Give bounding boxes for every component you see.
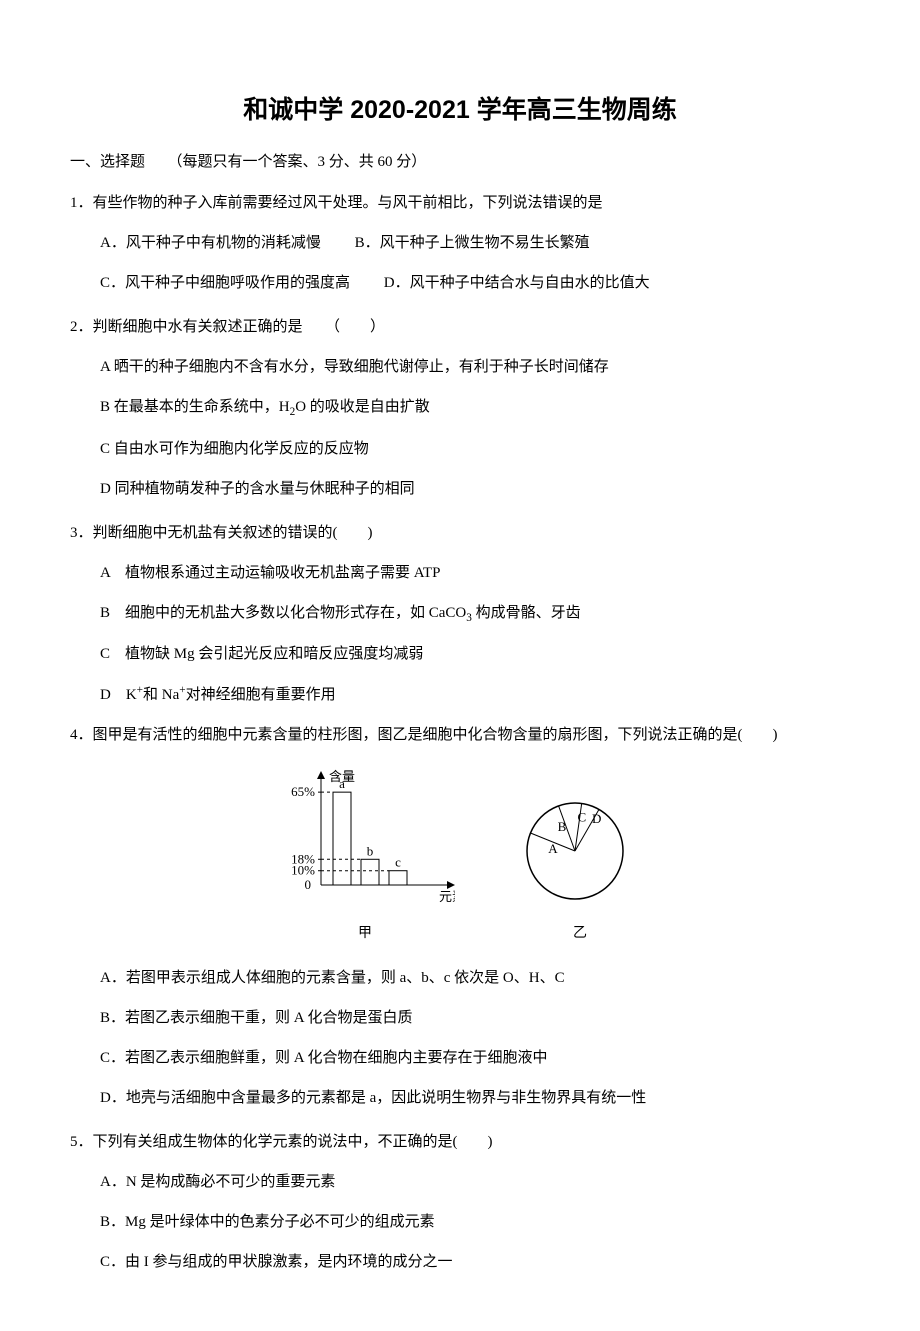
chart-caption-jia: 甲 — [275, 923, 455, 945]
q5-option-a: A．N 是构成酶必不可少的重要元素 — [100, 1167, 850, 1197]
pie-chart: ABCD 乙 — [515, 791, 645, 945]
section-header: 一、选择题 （每题只有一个答案、3 分、共 60 分） — [70, 150, 850, 174]
svg-text:65%: 65% — [291, 784, 315, 799]
question-1: 1．有些作物的种子入库前需要经过风干处理。与风干前相比，下列说法错误的是 A．风… — [70, 188, 850, 298]
q5-option-b: B．Mg 是叶绿体中的色素分子必不可少的组成元素 — [100, 1207, 850, 1237]
question-2: 2．判断细胞中水有关叙述正确的是 （ ） A 晒干的种子细胞内不含有水分，导致细… — [70, 312, 850, 504]
q3-b-post: 构成骨骼、牙齿 — [472, 605, 581, 621]
q2-b-post: O 的吸收是自由扩散 — [295, 399, 430, 415]
q2-option-b: B 在最基本的生命系统中，H2O 的吸收是自由扩散 — [100, 392, 850, 424]
q2-options: A 晒干的种子细胞内不含有水分，导致细胞代谢停止，有利于种子长时间储存 B 在最… — [70, 352, 850, 504]
q3-b-pre: B 细胞中的无机盐大多数以化合物形式存在，如 CaCO — [100, 605, 466, 621]
q5-option-c: C．由 I 参与组成的甲状腺激素，是内环境的成分之一 — [100, 1247, 850, 1277]
q4-option-a: A．若图甲表示组成人体细胞的元素含量，则 a、b、c 依次是 O、H、C — [100, 963, 850, 993]
figure-wrap: 含量元素65%18%10%0abc 甲 ABCD 乙 — [70, 761, 850, 945]
q2-option-c: C 自由水可作为细胞内化学反应的反应物 — [100, 434, 850, 464]
q4-stem: 4．图甲是有活性的细胞中元素含量的柱形图，图乙是细胞中化合物含量的扇形图，下列说… — [70, 724, 850, 747]
q1-option-b: B．风干种子上微生物不易生长繁殖 — [355, 228, 590, 258]
q1-options: A．风干种子中有机物的消耗减慢 B．风干种子上微生物不易生长繁殖 C．风干种子中… — [70, 228, 850, 298]
pie-chart-svg: ABCD — [515, 791, 645, 911]
svg-text:0: 0 — [305, 877, 312, 892]
q1-option-c: C．风干种子中细胞呼吸作用的强度高 — [100, 268, 350, 298]
svg-text:c: c — [395, 854, 401, 869]
q3-stem: 3．判断细胞中无机盐有关叙述的错误的( ) — [70, 518, 850, 548]
q4-option-b: B．若图乙表示细胞干重，则 A 化合物是蛋白质 — [100, 1003, 850, 1033]
q2-b-pre: B 在最基本的生命系统中，H — [100, 399, 290, 415]
q1-stem: 1．有些作物的种子入库前需要经过风干处理。与风干前相比，下列说法错误的是 — [70, 188, 850, 218]
q3-option-b: B 细胞中的无机盐大多数以化合物形式存在，如 CaCO3 构成骨骼、牙齿 — [100, 598, 850, 630]
q3-option-c: C 植物缺 Mg 会引起光反应和暗反应强度均减弱 — [100, 639, 850, 669]
bar-chart: 含量元素65%18%10%0abc 甲 — [275, 761, 455, 945]
q3-option-a: A 植物根系通过主动运输吸收无机盐离子需要 ATP — [100, 558, 850, 588]
q1-option-a: A．风干种子中有机物的消耗减慢 — [100, 228, 321, 258]
q1-option-d: D．风干种子中结合水与自由水的比值大 — [384, 268, 650, 298]
chart-caption-yi: 乙 — [515, 923, 645, 945]
svg-text:元素: 元素 — [439, 889, 455, 904]
q5-stem: 5．下列有关组成生物体的化学元素的说法中，不正确的是( ) — [70, 1127, 850, 1157]
q3-d-mid: 和 Na — [143, 687, 179, 703]
q5-options: A．N 是构成酶必不可少的重要元素 B．Mg 是叶绿体中的色素分子必不可少的组成… — [70, 1167, 850, 1277]
q2-option-d: D 同种植物萌发种子的含水量与休眠种子的相同 — [100, 474, 850, 504]
svg-text:D: D — [592, 811, 601, 826]
q2-stem: 2．判断细胞中水有关叙述正确的是 （ ） — [70, 312, 850, 342]
page-title: 和诚中学 2020-2021 学年高三生物周练 — [70, 90, 850, 130]
svg-text:C: C — [577, 809, 586, 824]
q3-d-post: 对神经细胞有重要作用 — [186, 687, 336, 703]
q2-option-a: A 晒干的种子细胞内不含有水分，导致细胞代谢停止，有利于种子长时间储存 — [100, 352, 850, 382]
q3-d-pre: D K — [100, 687, 137, 703]
question-4: 4．图甲是有活性的细胞中元素含量的柱形图，图乙是细胞中化合物含量的扇形图，下列说… — [70, 724, 850, 1113]
question-5: 5．下列有关组成生物体的化学元素的说法中，不正确的是( ) A．N 是构成酶必不… — [70, 1127, 850, 1277]
bar-chart-svg: 含量元素65%18%10%0abc — [275, 761, 455, 911]
svg-text:B: B — [558, 818, 567, 833]
q4-options: A．若图甲表示组成人体细胞的元素含量，则 a、b、c 依次是 O、H、C B．若… — [70, 963, 850, 1113]
q3-options: A 植物根系通过主动运输吸收无机盐离子需要 ATP B 细胞中的无机盐大多数以化… — [70, 558, 850, 711]
q3-option-d: D K+和 Na+对神经细胞有重要作用 — [100, 679, 850, 710]
svg-text:A: A — [548, 841, 558, 856]
question-3: 3．判断细胞中无机盐有关叙述的错误的( ) A 植物根系通过主动运输吸收无机盐离… — [70, 518, 850, 711]
q4-option-d: D．地壳与活细胞中含量最多的元素都是 a，因此说明生物界与非生物界具有统一性 — [100, 1083, 850, 1113]
q4-option-c: C．若图乙表示细胞鲜重，则 A 化合物在细胞内主要存在于细胞液中 — [100, 1043, 850, 1073]
svg-text:b: b — [367, 843, 374, 858]
svg-text:a: a — [339, 776, 345, 791]
svg-text:10%: 10% — [291, 862, 315, 877]
